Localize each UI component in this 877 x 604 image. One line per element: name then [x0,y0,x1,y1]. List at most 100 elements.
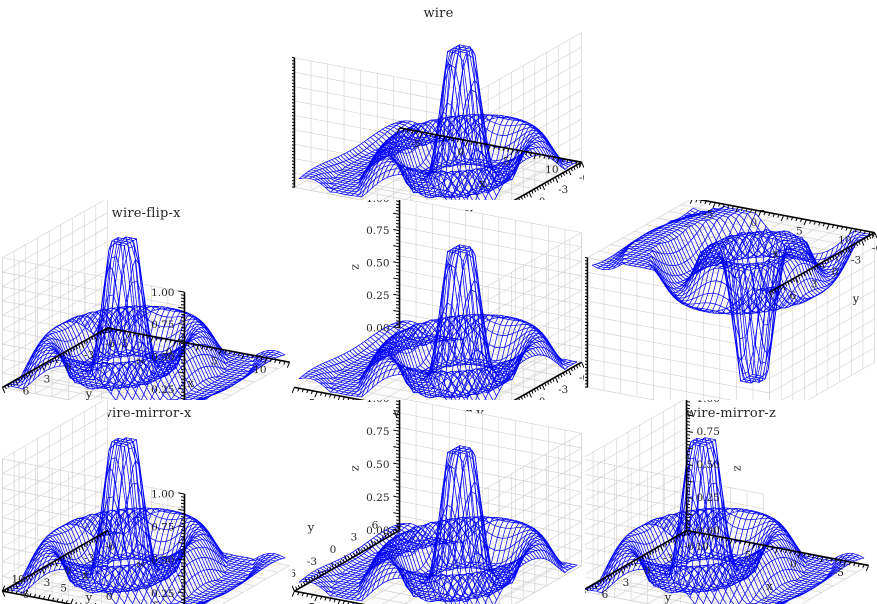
svg-text:-6: -6 [579,172,584,184]
panel-title: wire [423,6,454,21]
axis-ticks [584,401,869,593]
svg-text:y: y [85,590,93,604]
svg-text:0.25: 0.25 [151,588,174,600]
tick-labels: -50510630-3-61.000.750.500.250.00 [305,200,584,400]
svg-text:0: 0 [750,217,757,229]
axis-labels: xyz [772,246,859,305]
svg-text:10: 10 [695,541,708,553]
background-panes [584,400,869,604]
svg-text:0.50: 0.50 [151,555,174,567]
panel-title: wire-mirror-z [685,406,777,421]
svg-text:0: 0 [65,362,72,374]
svg-text:-3: -3 [307,556,317,568]
svg-text:0.00: 0.00 [366,322,389,334]
background-panes [2,200,290,400]
svg-text:3: 3 [351,532,358,544]
svg-text:x: x [82,568,89,582]
svg-text:0.75: 0.75 [366,225,389,237]
svg-text:0: 0 [831,266,838,278]
svg-text:-3: -3 [558,384,568,396]
svg-text:1.00: 1.00 [151,287,174,299]
svg-text:0: 0 [790,558,797,570]
svg-text:z: z [350,465,364,471]
svg-text:0: 0 [539,196,546,200]
svg-text:6: 6 [23,385,30,397]
svg-text:10: 10 [11,574,24,586]
axis-ticks [1,290,291,400]
svg-text:3: 3 [44,374,51,386]
svg-text:0: 0 [165,347,172,359]
svg-text:0: 0 [330,544,337,556]
plot-panel-wire-mirror-z: wire-mirror-z -5 0 5 10-6 -3 0 3 6 1.00 0.75 0.50 0.… [584,400,877,604]
svg-text:x: x [480,176,487,190]
background-panes [294,32,582,200]
wireframe-mesh [299,44,578,200]
svg-text:0.50: 0.50 [696,459,719,471]
svg-text:0: 0 [458,147,465,159]
svg-text:0.75: 0.75 [151,319,174,331]
svg-text:-6: -6 [292,568,296,580]
svg-text:-3: -3 [851,254,861,266]
svg-text:10: 10 [838,234,851,246]
svg-text:3: 3 [810,278,817,290]
plot-panel-wire-flip-x: wire-flip-x 10 5 0 -5 -6 -3 0 3 6 1.00 0.75 0.50 0.25… [0,200,292,400]
svg-text:0: 0 [106,591,113,603]
svg-text:5: 5 [211,355,218,367]
svg-text:-5: -5 [305,398,315,400]
svg-text:0.00: 0.00 [366,525,389,537]
svg-text:1.00: 1.00 [696,400,719,405]
svg-text:-5: -5 [118,338,128,350]
svg-text:5: 5 [796,226,803,238]
svg-text:-3: -3 [558,184,568,196]
svg-text:0.25: 0.25 [696,492,719,504]
axis-labels: xyz [663,465,773,604]
svg-text:6: 6 [23,589,30,601]
axis-ticks [1,492,185,604]
svg-text:6: 6 [601,589,608,601]
svg-text:y: y [85,387,93,400]
svg-text:0.50: 0.50 [151,352,174,364]
axis-labels: xyz [82,561,148,604]
svg-text:z: z [731,465,745,471]
axis-labels: xyz [350,264,364,270]
svg-text:z: z [134,358,148,364]
svg-text:0.25: 0.25 [151,384,174,396]
svg-text:x: x [772,246,779,260]
svg-text:-5: -5 [305,602,315,604]
axis-labels: xyz [307,465,364,534]
panel-title: wire-mirror-x [100,406,192,421]
plot-panel-wire-flip-y: wire-flip-y-50510630-3-61.000.750.500.25… [292,200,585,400]
svg-text:10: 10 [545,164,558,176]
svg-text:y: y [663,590,671,604]
svg-text:5: 5 [503,155,510,167]
svg-text:-6: -6 [105,338,116,350]
surface-plot-wire-mirror-z: -5 0 5 10-6 -3 0 3 6 1.00 0.75 0.50 0.25 0.00 x y z [584,400,869,604]
wireframe-mesh [299,244,578,400]
svg-text:0: 0 [643,565,650,577]
grid-cell-r0-c2 [585,0,877,200]
svg-text:1.00: 1.00 [366,200,389,205]
svg-text:y: y [851,291,859,305]
svg-text:10: 10 [253,364,266,376]
wall-gridlines [586,200,875,400]
svg-text:0.00: 0.00 [696,525,719,537]
grid-cell-r0-c0 [0,0,292,200]
svg-text:-5: -5 [833,567,843,579]
svg-text:0.50: 0.50 [366,258,389,270]
svg-text:1.00: 1.00 [151,489,174,501]
svg-text:5: 5 [60,582,67,594]
svg-text:x: x [187,376,194,390]
svg-text:6: 6 [789,290,796,302]
wireframe-mesh [299,445,578,604]
